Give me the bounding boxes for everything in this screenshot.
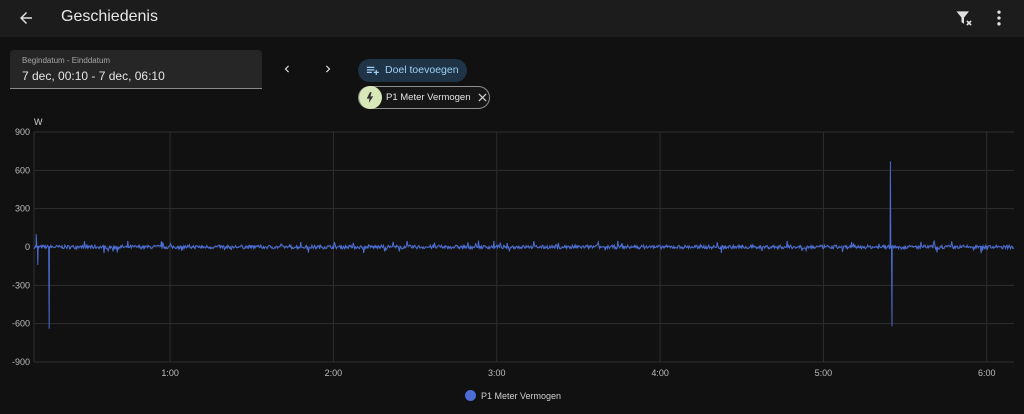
x-axis: 1:00 2:00 3:00 4:00 5:00 6:00 [161, 368, 995, 378]
y-axis: 900 600 300 0 -300 -600 -900 [12, 127, 30, 367]
previous-period-button[interactable] [276, 58, 298, 80]
top-app-bar: Geschiedenis [0, 0, 1024, 37]
chevron-right-icon [326, 65, 331, 73]
clear-filter-button[interactable] [952, 6, 976, 30]
playlist-add-icon [366, 66, 379, 75]
target-chip-label: P1 Meter Vermogen [386, 92, 471, 103]
remove-target-button[interactable] [475, 90, 489, 104]
more-options-button[interactable] [987, 6, 1011, 30]
back-button[interactable] [14, 6, 38, 30]
target-chip[interactable]: P1 Meter Vermogen [358, 86, 490, 109]
series-line-p1-meter-vermogen [33, 161, 1015, 329]
next-period-button[interactable] [317, 58, 339, 80]
close-icon [477, 92, 487, 102]
y-axis-label: W [34, 117, 43, 127]
y-tick-label: -600 [12, 319, 30, 329]
y-tick-label: 900 [15, 127, 30, 137]
x-tick-label: 5:00 [815, 368, 833, 378]
date-range-picker[interactable]: Begindatum - Einddatum 7 dec, 00:10 - 7 … [10, 50, 262, 89]
add-target-button[interactable]: Doel toevoegen [358, 59, 467, 82]
date-range-value: 7 dec, 00:10 - 7 dec, 06:10 [22, 69, 165, 83]
y-tick-label: 600 [15, 165, 30, 175]
x-tick-label: 4:00 [651, 368, 669, 378]
y-tick-label: -900 [12, 357, 30, 367]
y-tick-label: -300 [12, 280, 30, 290]
more-vert-icon [997, 10, 1001, 26]
x-tick-label: 6:00 [978, 368, 996, 378]
legend-swatch [465, 390, 476, 401]
y-tick-label: 300 [15, 204, 30, 214]
history-chart: 900 600 300 0 -300 -600 -900 1:00 2:00 3:00 4:00 5… [12, 117, 1015, 378]
date-range-label: Begindatum - Einddatum [22, 56, 111, 65]
arrow-left-icon [20, 12, 32, 24]
chart-legend[interactable]: P1 Meter Vermogen [465, 390, 561, 401]
x-tick-label: 2:00 [325, 368, 343, 378]
x-tick-label: 3:00 [488, 368, 506, 378]
chevron-left-icon [284, 65, 289, 73]
y-tick-label: 0 [25, 242, 30, 252]
page-title: Geschiedenis [61, 8, 158, 25]
filter-remove-icon [956, 11, 972, 26]
lightning-icon [359, 86, 382, 109]
x-tick-label: 1:00 [161, 368, 179, 378]
add-target-label: Doel toevoegen [385, 64, 459, 76]
legend-label: P1 Meter Vermogen [481, 390, 562, 401]
